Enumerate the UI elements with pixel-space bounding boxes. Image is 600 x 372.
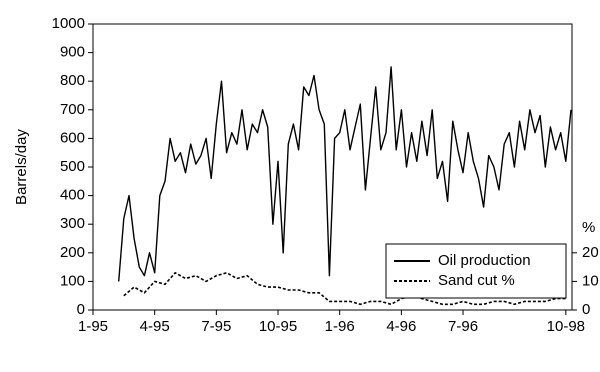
x-tick-label: 7-96: [448, 318, 478, 335]
y-tick-label: 0: [77, 301, 85, 318]
y-axis-label: Barrels/day: [13, 129, 30, 205]
y-tick-label: 300: [60, 215, 85, 232]
y-tick-label: 200: [60, 244, 85, 261]
series-line: [118, 66, 572, 282]
legend-box: [385, 243, 567, 299]
x-tick-label: 10-98: [547, 318, 585, 335]
y-tick-label: 600: [60, 129, 85, 146]
y-tick-label: 800: [60, 72, 85, 89]
y-tick-label: 900: [60, 44, 85, 61]
y-tick-label: 500: [60, 158, 85, 175]
x-tick-label: 7-95: [201, 318, 231, 335]
y2-tick-label: 20: [582, 244, 599, 261]
y-tick-label: 1000: [52, 15, 85, 32]
x-tick-label: 1-96: [325, 318, 355, 335]
series-line: [123, 272, 566, 306]
x-tick-label: 10-95: [259, 318, 297, 335]
y2-tick-label: 0: [582, 301, 590, 318]
y-tick-label: 700: [60, 101, 85, 118]
y2-tick-label: 10: [582, 272, 599, 289]
x-tick-label: 4-95: [140, 318, 170, 335]
x-tick-label: 1-95: [78, 318, 108, 335]
y-tick-label: 400: [60, 187, 85, 204]
legend-label: Oil production: [438, 252, 531, 269]
x-tick-label: 4-96: [386, 318, 416, 335]
y2-axis-label: %: [582, 219, 595, 236]
legend-label: Sand cut %: [438, 272, 515, 289]
y-tick-label: 100: [60, 272, 85, 289]
